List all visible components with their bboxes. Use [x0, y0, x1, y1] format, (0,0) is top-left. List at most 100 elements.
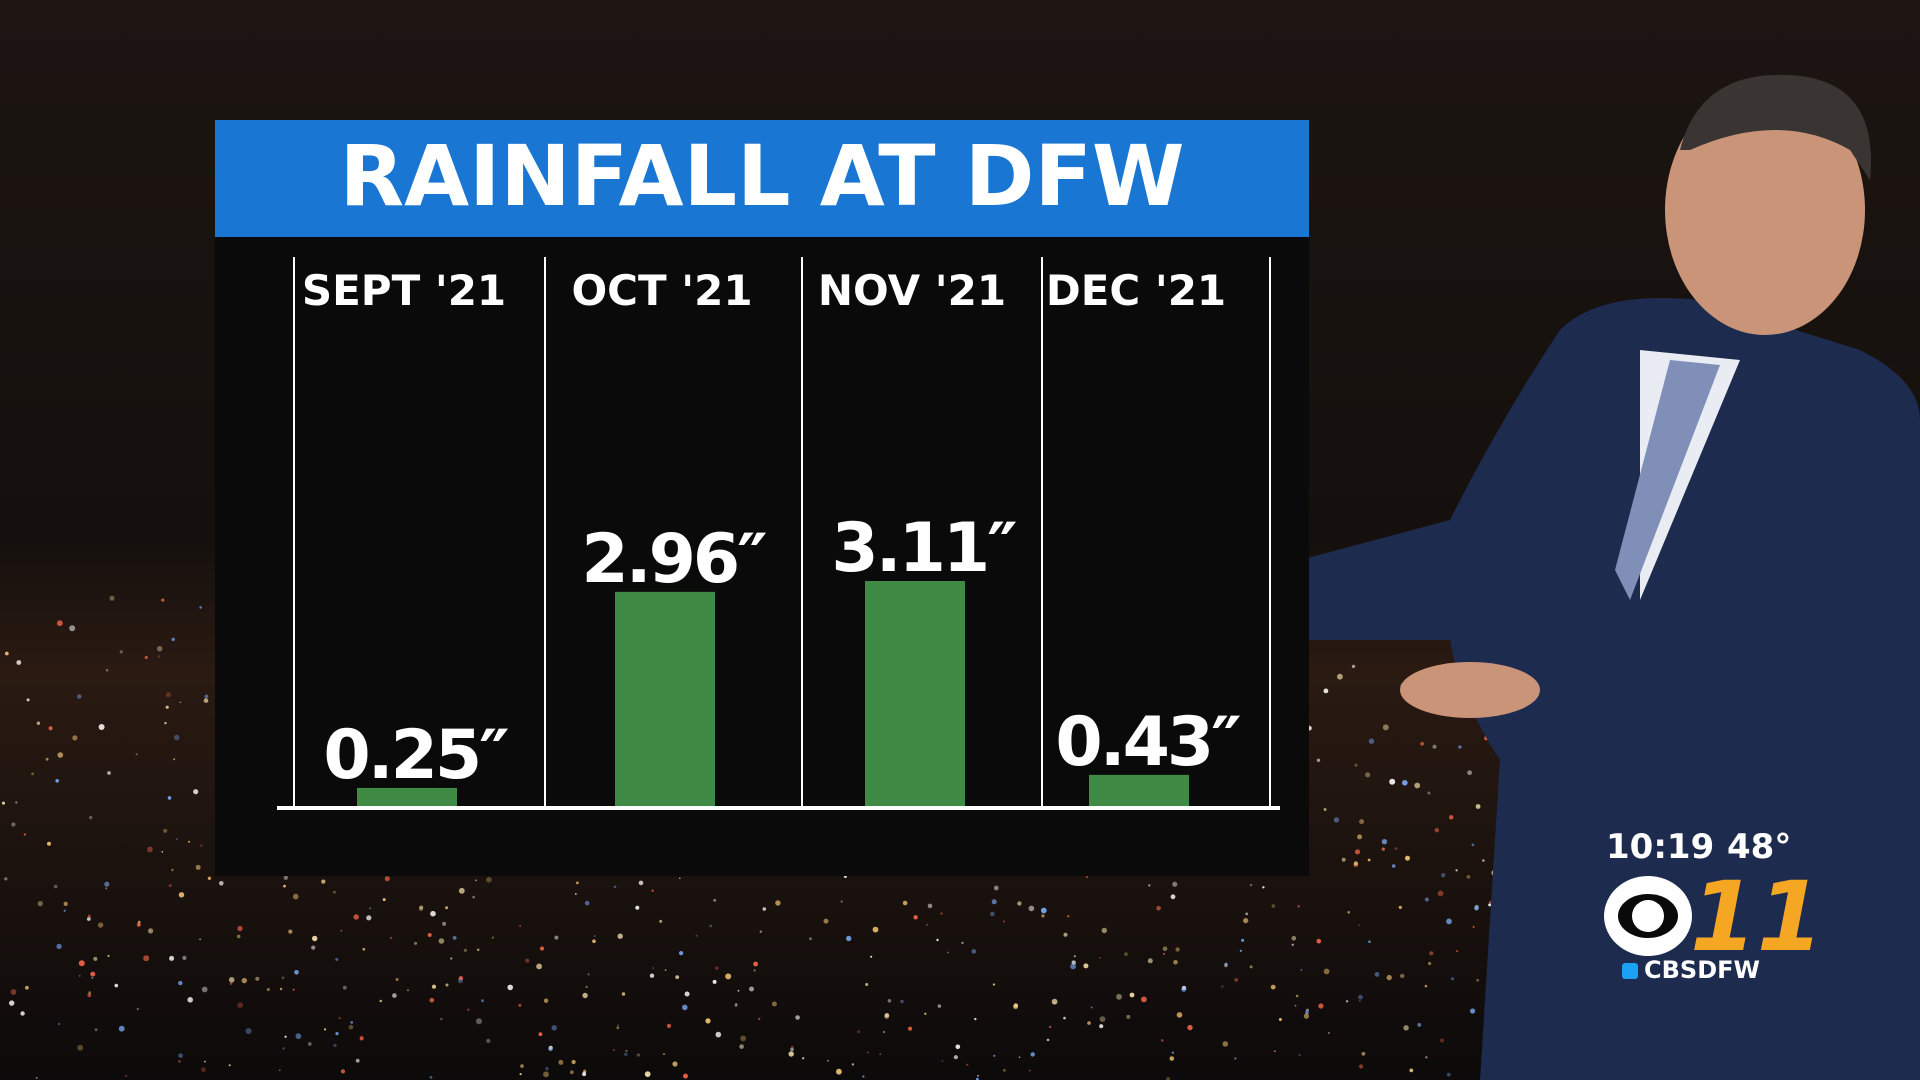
light — [342, 985, 347, 990]
light — [548, 1046, 553, 1052]
light — [167, 796, 172, 800]
light — [1354, 763, 1358, 767]
light — [543, 1071, 549, 1078]
light — [384, 876, 390, 882]
light — [360, 1035, 364, 1040]
light — [1173, 960, 1178, 965]
light — [1083, 963, 1089, 969]
light — [1030, 1052, 1035, 1057]
light — [1420, 741, 1424, 746]
light — [1116, 993, 1122, 1000]
light — [137, 920, 141, 924]
light — [144, 655, 148, 660]
light — [1176, 1012, 1183, 1018]
light — [236, 934, 241, 939]
light — [1428, 961, 1432, 966]
light — [1402, 780, 1408, 786]
light — [543, 998, 549, 1003]
light — [491, 936, 494, 939]
light — [790, 1047, 794, 1052]
light — [450, 957, 453, 960]
light — [476, 948, 480, 952]
light — [392, 993, 397, 998]
light — [1162, 946, 1168, 952]
light — [1351, 664, 1356, 669]
light — [1271, 904, 1276, 908]
light — [486, 877, 492, 883]
light — [941, 1060, 944, 1062]
light — [1424, 984, 1428, 988]
light — [1337, 673, 1343, 680]
light — [1394, 847, 1398, 850]
light — [45, 757, 49, 761]
light — [1400, 973, 1405, 979]
light — [107, 771, 111, 775]
light — [105, 668, 109, 672]
light — [178, 1053, 184, 1058]
light — [749, 986, 754, 992]
light — [445, 906, 449, 910]
light — [88, 991, 92, 995]
light — [98, 724, 105, 730]
light — [927, 903, 933, 909]
light — [171, 868, 174, 872]
category-label: DEC '21 — [1046, 266, 1226, 315]
light — [1046, 1038, 1050, 1042]
light — [157, 646, 163, 652]
light — [1414, 782, 1421, 789]
light — [734, 1004, 738, 1007]
light — [57, 752, 64, 758]
light — [759, 930, 762, 933]
light — [463, 948, 467, 952]
light — [682, 1004, 688, 1011]
light — [77, 694, 82, 699]
light — [613, 885, 617, 889]
light — [1446, 918, 1452, 925]
light — [713, 898, 717, 902]
light — [1141, 996, 1147, 1003]
light — [1124, 952, 1128, 957]
light — [228, 1064, 231, 1067]
light — [1359, 819, 1365, 825]
light — [862, 1075, 865, 1078]
light — [114, 983, 119, 988]
light — [974, 1017, 977, 1021]
light — [430, 910, 436, 917]
light — [1476, 978, 1480, 982]
light — [445, 983, 449, 987]
light — [1405, 855, 1410, 861]
light — [666, 1023, 672, 1028]
light — [97, 922, 104, 928]
light — [1085, 876, 1088, 878]
light — [10, 989, 17, 995]
light — [519, 925, 521, 927]
light — [551, 1025, 557, 1031]
light — [1361, 1051, 1366, 1056]
light — [1427, 791, 1431, 795]
light — [136, 1007, 139, 1011]
chart-area: SEPT '21 0.25″ OCT '21 2.96″ NOV '21 3.11″ DEC… — [277, 257, 1280, 810]
light — [672, 1061, 678, 1067]
light — [883, 1031, 886, 1033]
light — [617, 1024, 620, 1027]
light — [1298, 1053, 1301, 1057]
light — [737, 989, 740, 992]
light — [1389, 778, 1396, 785]
light — [1148, 884, 1151, 887]
light — [993, 885, 999, 891]
chart-title: RAINFALL AT DFW — [339, 127, 1184, 225]
light — [1467, 770, 1472, 776]
suit — [1250, 298, 1920, 1080]
light — [1073, 955, 1076, 958]
light — [576, 881, 579, 885]
light — [1099, 1016, 1106, 1022]
light — [1249, 884, 1253, 887]
light — [1028, 1069, 1031, 1072]
tie — [1615, 360, 1720, 600]
light — [872, 926, 879, 933]
chart-panel — [215, 120, 1309, 876]
temperature: 48° — [1727, 827, 1791, 867]
light — [977, 1075, 979, 1077]
light — [1241, 938, 1245, 942]
light — [846, 935, 852, 942]
